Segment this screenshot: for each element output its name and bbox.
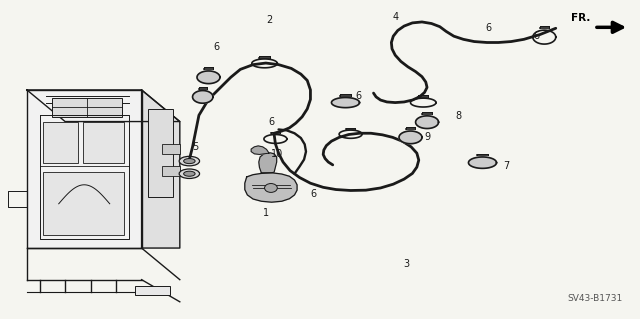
Polygon shape: [259, 152, 276, 173]
Polygon shape: [332, 98, 360, 108]
Text: 8: 8: [456, 111, 462, 121]
FancyBboxPatch shape: [52, 98, 122, 117]
Ellipse shape: [264, 183, 277, 192]
FancyBboxPatch shape: [43, 122, 78, 163]
Polygon shape: [193, 91, 213, 103]
FancyBboxPatch shape: [162, 166, 180, 176]
Text: 6: 6: [214, 42, 220, 52]
Text: 9: 9: [424, 132, 430, 142]
Text: 5: 5: [193, 142, 199, 152]
FancyBboxPatch shape: [135, 286, 170, 295]
Polygon shape: [197, 71, 220, 84]
Text: 1: 1: [263, 208, 269, 218]
Text: 6: 6: [355, 91, 362, 101]
Polygon shape: [415, 116, 438, 129]
Ellipse shape: [184, 171, 195, 176]
FancyBboxPatch shape: [162, 144, 180, 154]
Ellipse shape: [184, 159, 195, 164]
Text: SV43-B1731: SV43-B1731: [568, 294, 623, 303]
Text: 6: 6: [534, 31, 540, 41]
Ellipse shape: [179, 169, 200, 178]
Ellipse shape: [179, 156, 200, 166]
Text: 10: 10: [271, 149, 283, 159]
FancyBboxPatch shape: [43, 172, 124, 235]
FancyBboxPatch shape: [83, 122, 124, 163]
Text: 6: 6: [310, 189, 317, 199]
Polygon shape: [399, 131, 422, 144]
Text: 6: 6: [269, 117, 275, 127]
Polygon shape: [27, 90, 141, 248]
Polygon shape: [141, 90, 180, 248]
Text: 7: 7: [503, 161, 509, 171]
Text: 3: 3: [403, 259, 409, 270]
Polygon shape: [245, 173, 297, 202]
FancyBboxPatch shape: [148, 109, 173, 197]
Text: 6: 6: [486, 23, 492, 33]
Text: 4: 4: [392, 12, 398, 22]
Text: FR.: FR.: [572, 12, 591, 23]
Polygon shape: [251, 146, 269, 154]
Polygon shape: [468, 157, 497, 168]
Text: 2: 2: [266, 15, 272, 26]
Polygon shape: [27, 90, 180, 122]
